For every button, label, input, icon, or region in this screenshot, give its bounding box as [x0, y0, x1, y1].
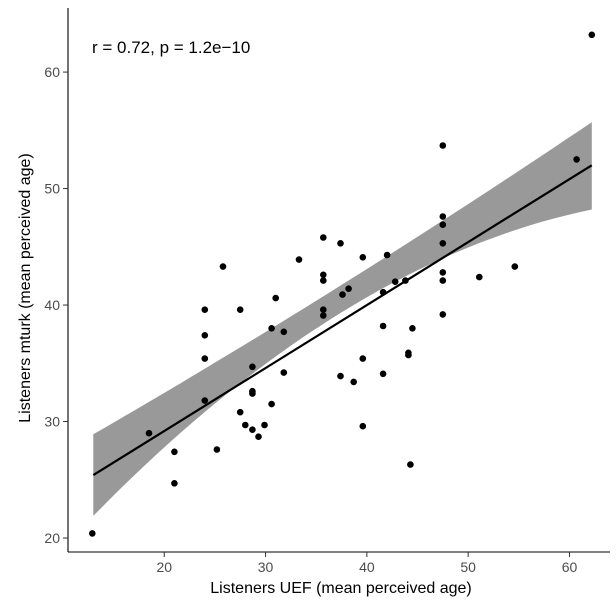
data-point — [171, 480, 178, 487]
data-point — [439, 221, 447, 228]
data-point — [407, 461, 414, 468]
data-point — [242, 421, 249, 429]
data-point — [439, 213, 447, 220]
data-point — [236, 408, 244, 416]
data-point — [213, 446, 221, 453]
data-point — [201, 306, 209, 314]
data-point — [249, 387, 256, 395]
x-axis-title: Listeners UEF (mean perceived age) — [210, 580, 471, 597]
y-tick-label: 40 — [44, 297, 60, 313]
y-axis-title: Listeners mturk (mean perceived age) — [17, 153, 34, 422]
data-point — [89, 530, 96, 537]
data-point — [280, 328, 288, 336]
data-point — [280, 369, 288, 376]
data-point — [295, 256, 303, 263]
data-point — [511, 263, 519, 270]
data-point — [439, 277, 447, 284]
data-point — [337, 240, 344, 247]
y-tick-label: 60 — [44, 64, 60, 80]
x-tick-label: 60 — [562, 559, 578, 575]
data-point — [359, 422, 367, 430]
data-point — [359, 355, 367, 362]
confidence-band-layer — [93, 122, 592, 516]
regression-line — [92, 164, 593, 477]
data-point — [573, 156, 580, 163]
data-point — [391, 278, 399, 286]
data-point — [337, 372, 344, 380]
data-point — [320, 234, 327, 241]
data-point — [201, 355, 209, 362]
data-point — [268, 325, 275, 332]
x-tick-label: 40 — [359, 559, 375, 575]
x-tick-label: 20 — [156, 559, 172, 575]
data-point — [439, 240, 447, 247]
axes-layer: 20 30 40 50 60 20 30 40 50 60 — [44, 8, 610, 575]
data-point — [201, 397, 209, 404]
data-point — [379, 322, 387, 330]
data-point — [145, 429, 153, 437]
data-point — [439, 311, 447, 318]
data-point — [201, 332, 209, 339]
data-point — [320, 306, 327, 314]
data-point — [320, 277, 327, 284]
data-point — [249, 363, 256, 371]
x-tick-label: 30 — [258, 559, 274, 575]
data-point — [268, 400, 275, 408]
data-point — [588, 31, 596, 39]
correlation-annotation: r = 0.72, p = 1.2e−10 — [92, 38, 250, 57]
data-point — [345, 285, 352, 293]
data-point — [236, 306, 244, 314]
data-point — [383, 251, 391, 259]
data-point — [320, 271, 327, 279]
y-tick-label: 20 — [44, 530, 60, 546]
points-layer — [89, 31, 596, 537]
data-point — [171, 448, 178, 456]
data-point — [379, 370, 387, 378]
y-tick-label: 50 — [44, 181, 60, 197]
regression-line-layer — [92, 164, 593, 477]
data-point — [405, 351, 412, 359]
data-point — [476, 273, 483, 281]
y-tick-label: 30 — [44, 414, 60, 430]
data-point — [402, 277, 409, 284]
data-point — [219, 263, 227, 270]
data-point — [350, 378, 358, 386]
data-point — [255, 433, 262, 441]
data-point — [249, 426, 256, 434]
data-point — [379, 288, 387, 296]
data-point — [339, 291, 346, 298]
data-point — [320, 312, 327, 319]
data-point — [439, 142, 447, 149]
data-point — [261, 421, 268, 429]
data-point — [439, 269, 447, 276]
x-tick-label: 50 — [460, 559, 476, 575]
data-point — [272, 294, 280, 302]
data-point — [409, 325, 416, 332]
data-point — [359, 253, 367, 261]
confidence-band — [93, 122, 592, 516]
